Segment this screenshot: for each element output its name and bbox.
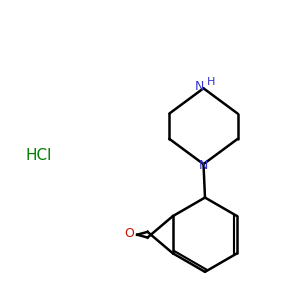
Text: N: N [199,159,208,172]
Text: HCl: HCl [25,148,52,164]
Text: H: H [207,77,215,87]
Text: N: N [195,80,205,93]
Text: O: O [124,227,134,240]
